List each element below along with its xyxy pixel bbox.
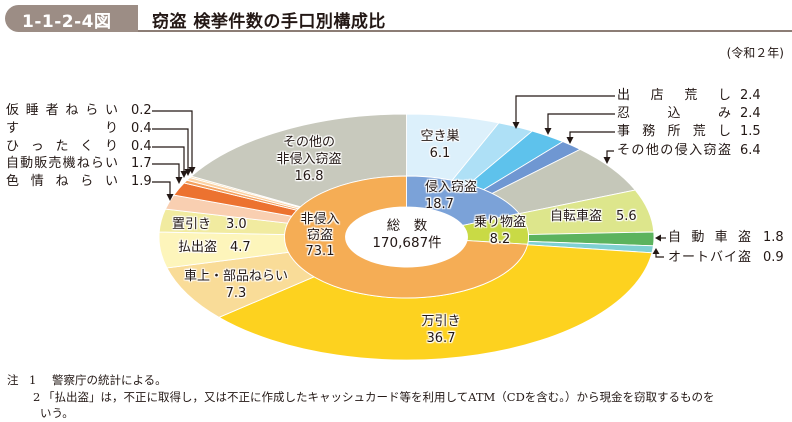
callout-label-autobai: オートバイ盗 0.9	[668, 250, 784, 265]
callout-line-sonota-shinnyu	[606, 150, 614, 158]
callout-label-jidosha: 自動車盗 1.8	[668, 230, 784, 245]
period-label: (令和２年)	[726, 46, 784, 60]
arrowhead-hittakuri	[180, 171, 188, 178]
arrowhead-shikijo	[166, 194, 174, 201]
arrowhead-jidosha	[655, 234, 661, 242]
arrowhead-jihanki	[175, 177, 183, 184]
slice-label-haraidashi: 払出盗 4.7	[178, 240, 251, 255]
callout-line-shikijo	[152, 181, 171, 195]
callout-label-jimusho: 事務所荒し 1.5	[617, 124, 761, 139]
callout-label-suri: すり 0.4	[6, 121, 152, 136]
callout-label-sonota-shinnyu: その他の侵入窃盗 6.4	[617, 143, 761, 158]
callout-line-autobai	[655, 253, 664, 258]
callout-label-shikijo: 色情ねらい 1.9	[6, 174, 152, 189]
slice-label-akisu: 空き巣 6.1	[420, 129, 460, 161]
callout-label-hittakuri: ひったくり 0.4	[6, 139, 152, 154]
arrowhead-demise	[512, 122, 520, 129]
arrowhead-jimusho	[566, 137, 574, 144]
title-divider	[138, 30, 792, 32]
arrowhead-kasuisha	[188, 167, 196, 174]
arrowhead-shinobikomi	[544, 128, 552, 135]
arrowhead-suri	[184, 169, 192, 176]
slice-label-okibiki: 置引き 3.0	[172, 217, 247, 232]
outer-ring	[158, 113, 655, 361]
callout-line-demise	[515, 95, 615, 123]
callout-label-demise: 出店荒し 2.4	[617, 88, 761, 103]
callout-lines	[152, 95, 666, 258]
callout-line-jihanki	[152, 163, 180, 178]
slice-label-manbiki: 万引き 36.7	[421, 314, 461, 346]
callout-line-hittakuri	[152, 146, 185, 172]
figure-number-badge	[5, 5, 138, 32]
inner-ring	[284, 175, 529, 299]
center-label: 総 数	[386, 218, 428, 234]
callout-line-kasuisha	[152, 110, 193, 168]
footnote-prefix: 注	[7, 373, 19, 387]
donut-hole	[345, 207, 468, 267]
center-total-value: 170,687件	[372, 235, 442, 251]
slice-label-shinnyu: 侵入窃盗 18.7	[425, 180, 478, 212]
slice-label-shajo: 車上・部品ねらい 7.3	[183, 269, 288, 301]
callout-line-shinobikomi	[547, 113, 615, 129]
callout-line-jimusho	[569, 131, 615, 138]
callout-line-suri	[152, 128, 189, 170]
callout-label-kasuisha: 仮睡者ねらい 0.2	[6, 103, 152, 118]
slice-label-norimono: 乗り物盗 8.2	[473, 215, 526, 247]
callout-label-shinobikomi: 忍込み 2.4	[617, 106, 761, 121]
slice-label-hishinnyu: 非侵入 窃盗 73.1	[300, 212, 340, 259]
page-title: 窃盗 検挙件数の手口別構成比	[152, 12, 386, 32]
arrowhead-autobai	[652, 248, 660, 254]
center-total: 総 数 170,687件	[357, 218, 457, 252]
callout-label-jihanki: 自動販売機ねらい 1.7	[6, 156, 152, 171]
slice-label-sonota-hishinnyu: その他の 非侵入窃盗 16.8	[276, 135, 342, 184]
arrowhead-sonota-shinnyu	[603, 157, 611, 164]
slice-label-jitensha: 自転車盗 5.6	[550, 209, 637, 224]
figure-number: 1-1-2-4図	[22, 12, 112, 32]
